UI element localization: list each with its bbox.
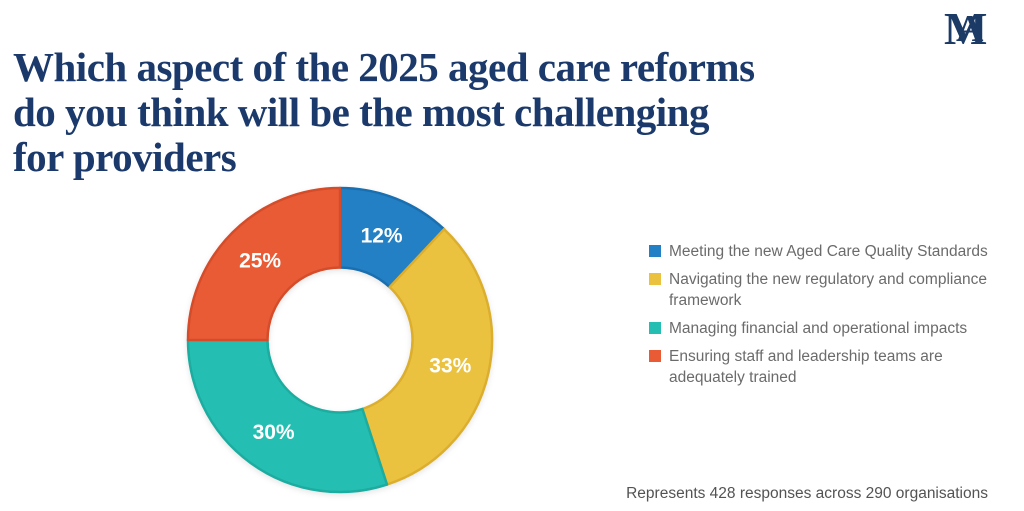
legend-swatch [649,322,661,334]
sample-size-note: Represents 428 responses across 290 orga… [626,485,988,502]
slice-percent-label: 33% [429,354,471,377]
legend-item-label: Meeting the new Aged Care Quality Standa… [669,243,988,260]
slice-percent-label: 12% [361,224,403,247]
legend-item-label: Ensuring staff and leadership teams are … [669,348,943,386]
legend-item: Meeting the new Aged Care Quality Standa… [649,241,989,262]
legend-swatch [649,350,661,362]
slice-percent-label: 30% [253,421,295,444]
legend-item: Navigating the new regulatory and compli… [649,269,989,311]
donut-slice [186,186,342,342]
donut-slice [361,227,494,486]
legend-swatch [649,245,661,257]
legend-item: Managing financial and operational impac… [649,318,989,339]
donut-slice [186,338,389,494]
title-line-3: for providers [13,134,237,181]
title-line-1: Which aspect of the 2025 aged care refor… [13,44,755,91]
logo-letter-m: M [944,3,988,54]
legend-item-label: Navigating the new regulatory and compli… [669,271,987,309]
logo-letter-a: A [956,8,984,50]
page-title: Which aspect of the 2025 aged care refor… [13,45,958,180]
donut-chart: 12% 33% 30% 25% [180,180,500,500]
slice-percent-label: 25% [239,250,281,273]
legend-swatch [649,273,661,285]
title-line-2: do you think will be the most challengin… [13,89,709,136]
brand-monogram-logo: M A [944,6,994,58]
legend-item-label: Managing financial and operational impac… [669,320,968,337]
donut-chart-svg: 12% 33% 30% 25% [186,186,494,494]
chart-legend: Meeting the new Aged Care Quality Standa… [649,241,989,395]
legend-item: Ensuring staff and leadership teams are … [649,346,989,388]
